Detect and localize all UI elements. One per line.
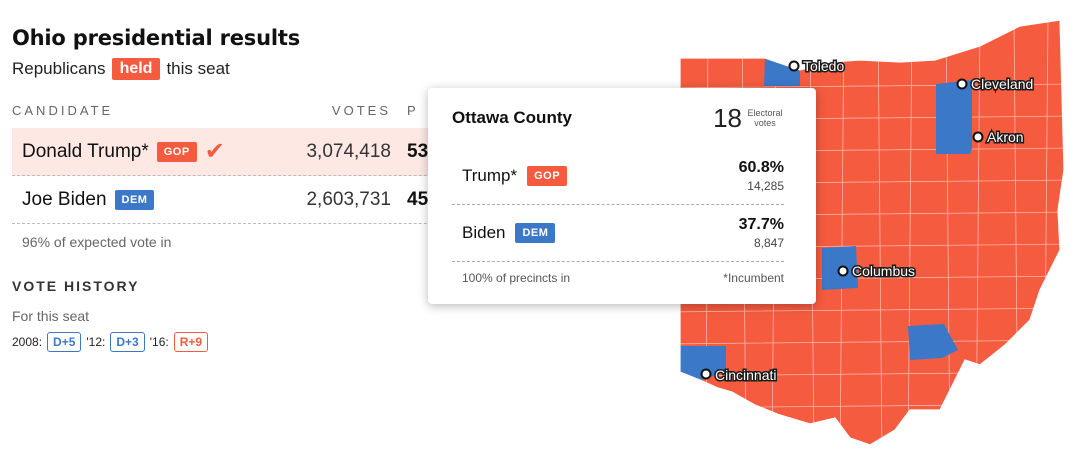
incumbent-note: *Incumbent bbox=[723, 271, 784, 285]
seat-status-party: Republicans bbox=[12, 59, 106, 78]
candidate-cell: Joe Biden DEM bbox=[12, 189, 302, 211]
tooltip-votes: 8,847 bbox=[753, 236, 784, 250]
candidate-name: Joe Biden bbox=[22, 188, 107, 210]
party-badge-dem: DEM bbox=[515, 223, 556, 243]
tooltip-row: Biden DEM 37.7% 8,847 bbox=[452, 205, 784, 262]
vote-percent: 53 bbox=[407, 140, 429, 162]
city-label-akron: Akron bbox=[987, 129, 1024, 145]
county-cuyahoga-summit[interactable] bbox=[936, 80, 972, 154]
table-row: Donald Trump* GOP ✔ 3,074,418 53 bbox=[12, 128, 482, 176]
candidate-name: Donald Trump* bbox=[22, 140, 149, 162]
city-dot-icon bbox=[972, 131, 984, 143]
party-badge-gop: GOP bbox=[156, 141, 197, 162]
city-dot-icon bbox=[700, 368, 712, 380]
city-label-columbus: Columbus bbox=[852, 263, 915, 279]
party-badge-gop: GOP bbox=[527, 166, 568, 186]
tooltip-result: 60.8% 14,285 bbox=[739, 159, 784, 193]
tooltip-percent: 60.8% bbox=[738, 159, 784, 176]
history-badge-dem: D+5 bbox=[47, 332, 82, 352]
city-dot-icon bbox=[956, 78, 968, 90]
tooltip-percent: 37.7% bbox=[738, 216, 784, 233]
expected-vote: 96% of expected vote in bbox=[22, 234, 172, 250]
tooltip-candidate: Biden DEM bbox=[452, 223, 556, 243]
winner-check-icon: ✔ bbox=[204, 137, 225, 165]
vote-history-subtitle: For this seat bbox=[12, 308, 90, 324]
city-label-cincinnati: Cincinnati bbox=[715, 367, 776, 383]
precincts-reporting: 100% of precincts in bbox=[462, 271, 571, 285]
vote-count: 2,603,731 bbox=[306, 188, 391, 210]
tooltip-candidate-name: Biden bbox=[462, 223, 506, 242]
seat-status: Republicans held this seat bbox=[12, 58, 482, 80]
column-percent: P bbox=[407, 102, 419, 118]
column-candidate: CANDIDATE bbox=[12, 102, 114, 118]
state-outline bbox=[679, 20, 1065, 446]
page-title: Ohio presidential results bbox=[12, 26, 300, 50]
table-row: Joe Biden DEM 2,603,731 45 bbox=[12, 176, 482, 224]
results-table-header: CANDIDATE VOTES P bbox=[12, 100, 482, 120]
party-badge-dem: DEM bbox=[114, 189, 155, 210]
county-athens[interactable] bbox=[908, 324, 958, 360]
city-label-toledo: Toledo bbox=[803, 58, 844, 74]
county-hamilton[interactable] bbox=[680, 346, 726, 380]
tooltip-candidate: Trump* GOP bbox=[452, 166, 568, 186]
column-votes: VOTES bbox=[331, 102, 391, 118]
history-year: '12: bbox=[86, 335, 106, 349]
city-label-cleveland: Cleveland bbox=[971, 76, 1033, 92]
vote-history-list: 2008: D+5 '12: D+3 '16: R+9 bbox=[12, 332, 482, 352]
vote-percent: 45 bbox=[407, 188, 429, 210]
tooltip-row: Trump* GOP 60.8% 14,285 bbox=[452, 148, 784, 205]
electoral-votes-count: 18 bbox=[713, 102, 742, 133]
city-dot-icon bbox=[788, 60, 800, 72]
held-badge: held bbox=[111, 58, 161, 80]
tooltip-header: Ottawa County 18 Electoral votes bbox=[452, 88, 784, 148]
electoral-votes: 18 Electoral votes bbox=[713, 103, 784, 134]
tooltip-votes: 14,285 bbox=[747, 179, 784, 193]
vote-history-title: VOTE HISTORY bbox=[12, 278, 140, 294]
vote-count: 3,074,418 bbox=[306, 140, 391, 162]
seat-status-suffix: this seat bbox=[166, 59, 230, 78]
history-year: '16: bbox=[149, 335, 169, 349]
history-badge-gop: R+9 bbox=[173, 332, 209, 352]
city-dot-icon bbox=[837, 265, 849, 277]
city-markers: Toledo Cleveland Akron Columbus Cincinna… bbox=[700, 57, 1035, 385]
tooltip-result: 37.7% 8,847 bbox=[739, 216, 784, 250]
county-tooltip: Ottawa County 18 Electoral votes Trump* … bbox=[428, 88, 816, 304]
electoral-votes-label: Electoral votes bbox=[747, 108, 783, 128]
history-year: 2008: bbox=[12, 335, 43, 349]
tooltip-footer: 100% of precincts in *Incumbent bbox=[452, 271, 784, 285]
tooltip-county-name: Ottawa County bbox=[452, 108, 572, 127]
tooltip-candidate-name: Trump* bbox=[462, 166, 518, 185]
candidate-cell: Donald Trump* GOP ✔ bbox=[12, 137, 302, 165]
history-badge-dem: D+3 bbox=[110, 332, 145, 352]
results-panel: Ohio presidential results Republicans he… bbox=[12, 26, 482, 352]
